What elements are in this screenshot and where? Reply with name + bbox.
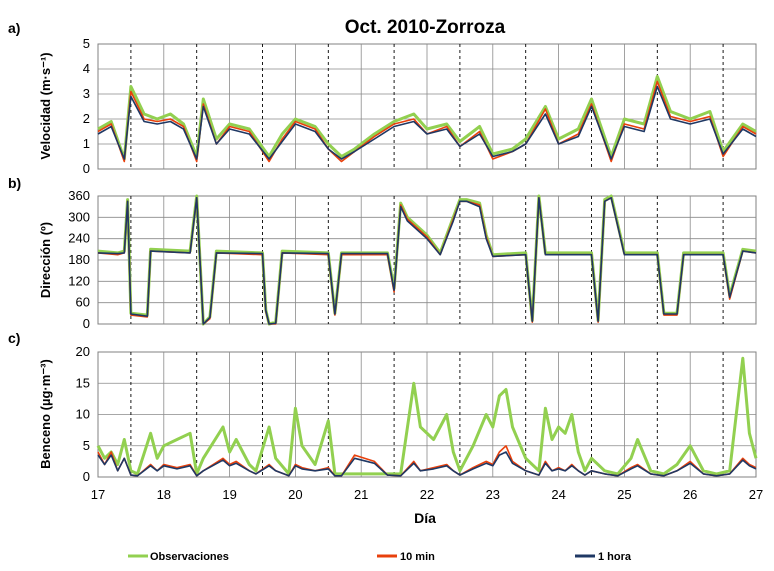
x-tick-label: 21 — [354, 487, 368, 502]
panel-a: a) 0 1 2 3 4 5 Velocidad (m·s⁻¹) — [8, 20, 757, 176]
chart-title: Oct. 2010-Zorroza — [345, 17, 506, 38]
x-tick-label: 24 — [551, 487, 565, 502]
y-tick-label: 0 — [83, 469, 90, 484]
y-tick-label: 15 — [76, 375, 90, 390]
series-line-1-hora — [97, 197, 757, 325]
legend-item-10min: 10 min — [377, 551, 435, 563]
x-tick-label: 25 — [617, 487, 631, 502]
legend-label-10min: 10 min — [400, 551, 435, 563]
panel-a-series — [97, 75, 757, 163]
x-tick-label: 18 — [157, 487, 171, 502]
panel-a-ylabel: Velocidad (m·s⁻¹) — [38, 52, 53, 159]
y-tick-label: 300 — [68, 209, 90, 224]
y-tick-label: 10 — [76, 407, 90, 422]
y-tick-label: 360 — [68, 188, 90, 203]
y-tick-label: 0 — [83, 161, 90, 176]
legend: Observaciones 10 min 1 hora — [128, 551, 632, 563]
x-tick-label: 17 — [91, 487, 105, 502]
panel-b-grid — [98, 196, 756, 324]
panel-b-label: b) — [8, 175, 21, 191]
x-axis-label: Día — [414, 510, 436, 526]
panel-b-yticks: 0 60 120 180 240 300 360 — [68, 188, 90, 331]
x-tick-label: 26 — [683, 487, 697, 502]
y-tick-label: 5 — [83, 36, 90, 51]
x-tick-label: 20 — [288, 487, 302, 502]
y-tick-label: 240 — [68, 231, 90, 246]
panel-b: b) 0 60 120 180 240 300 360 Dirección (º) — [8, 175, 757, 331]
y-tick-label: 20 — [76, 344, 90, 359]
panel-c-label: c) — [8, 330, 20, 346]
y-tick-label: 1 — [83, 136, 90, 151]
panel-b-series — [97, 194, 757, 326]
series-line-1-hora — [97, 85, 757, 160]
y-tick-label: 3 — [83, 86, 90, 101]
y-tick-label: 2 — [83, 111, 90, 126]
y-tick-label: 120 — [68, 273, 90, 288]
y-tick-label: 60 — [76, 295, 90, 310]
x-tick-label: 23 — [486, 487, 500, 502]
panel-c-grid — [98, 352, 756, 477]
panel-c-series — [96, 356, 758, 477]
panel-a-yticks: 0 1 2 3 4 5 — [83, 36, 90, 176]
legend-item-1hora: 1 hora — [575, 551, 632, 563]
x-tick-label: 27 — [749, 487, 763, 502]
panel-b-ylabel: Dirección (º) — [38, 222, 53, 298]
panel-c-ylabel: Benceno (µg·m⁻³) — [38, 359, 53, 469]
y-tick-label: 180 — [68, 252, 90, 267]
panel-a-label: a) — [8, 20, 20, 36]
x-tick-label: 19 — [222, 487, 236, 502]
legend-item-observaciones: Observaciones — [128, 551, 229, 563]
y-tick-label: 4 — [83, 61, 90, 76]
panel-c-yticks: 0 5 10 15 20 — [76, 344, 90, 484]
series-line-1-hora — [97, 451, 757, 477]
panel-c: c) 0 5 10 15 20 Benceno (µg·m⁻³) — [8, 330, 758, 484]
x-tick-labels: 17 18 19 20 21 22 23 24 25 26 27 — [91, 487, 763, 502]
legend-label-observaciones: Observaciones — [150, 551, 229, 563]
y-tick-label: 5 — [83, 438, 90, 453]
legend-label-1hora: 1 hora — [598, 551, 632, 563]
y-tick-label: 0 — [83, 316, 90, 331]
series-line-observaciones — [97, 75, 757, 161]
x-tick-label: 22 — [420, 487, 434, 502]
series-line-observaciones — [96, 356, 758, 476]
panel-c-day-separators — [130, 352, 724, 477]
